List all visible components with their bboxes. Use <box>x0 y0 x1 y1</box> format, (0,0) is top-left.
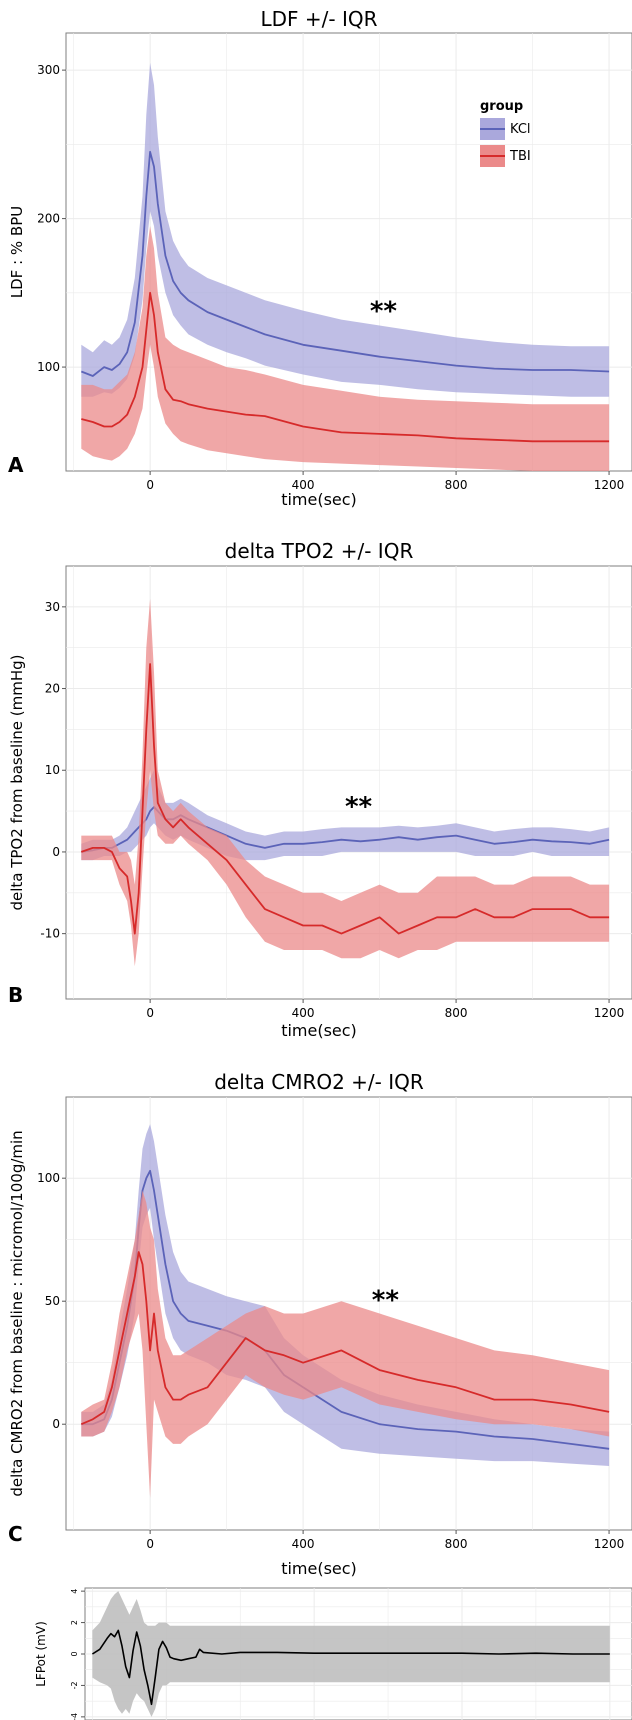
legend: group KCl TBI <box>480 99 531 167</box>
chart-panel-lfpot: -4 -2 0 2 4 LFPot (mV) <box>34 1587 632 1720</box>
series-line-tbi <box>81 291 610 443</box>
significance-annotation: ** <box>372 1285 400 1315</box>
x-tick-label: 1200 <box>594 1006 625 1020</box>
y-tick-label: 4 <box>70 1589 79 1594</box>
iqr-band-lfpot <box>92 1591 610 1717</box>
y-axis-label: LDF : % BPU <box>8 206 26 298</box>
significance-annotation: ** <box>345 792 373 822</box>
y-tick-label: -2 <box>70 1681 79 1689</box>
legend-title: group <box>480 99 523 114</box>
y-tick-label: 0 <box>70 1651 79 1656</box>
x-tick-label: 0 <box>146 1006 154 1020</box>
iqr-band-kcl <box>81 62 610 397</box>
chart-title: delta TPO2 +/- IQR <box>225 539 414 563</box>
y-tick-label: 2 <box>70 1620 79 1625</box>
chart-panel-A: 100 200 300 LDF : % BPU 0 400 800 1200 LDF +/- I… <box>8 7 632 509</box>
x-tick-label: 0 <box>146 1537 154 1551</box>
x-tick-label: 1200 <box>594 1537 625 1551</box>
y-tick-label: -10 <box>40 927 60 941</box>
y-tick-label: 200 <box>37 212 60 226</box>
panel-letter: A <box>8 453 24 477</box>
y-tick-label: -4 <box>70 1713 79 1720</box>
series-line-lfpot <box>91 1629 610 1706</box>
chart-panel-B: -10 0 10 20 30 delta TPO2 from baseline (mmHg… <box>8 539 632 1040</box>
x-tick-label: 400 <box>292 1537 315 1551</box>
y-tick-label: 20 <box>45 682 60 696</box>
chart-panel-C: 0 50 100 delta CMRO2 from baseline : microm… <box>8 1070 632 1578</box>
x-axis-label: time(sec) <box>281 1021 357 1040</box>
panel-letter: C <box>8 1522 23 1546</box>
panel-letter: B <box>8 983 23 1007</box>
chart-title: delta CMRO2 +/- IQR <box>214 1070 424 1094</box>
x-tick-label: 400 <box>292 478 315 492</box>
y-tick-label: 50 <box>45 1294 60 1308</box>
y-axis-label: delta TPO2 from baseline (mmHg) <box>8 654 26 910</box>
y-tick-label: 100 <box>37 1171 60 1185</box>
y-axis-label: LFPot (mV) <box>34 1621 48 1687</box>
series-line-tbi <box>80 1251 610 1426</box>
significance-annotation: ** <box>370 297 398 327</box>
legend-label-tbi: TBI <box>509 149 531 164</box>
x-axis-label: time(sec) <box>281 490 357 509</box>
y-tick-label: 300 <box>37 63 60 77</box>
series-line-kcl <box>81 806 610 853</box>
x-tick-label: 800 <box>445 1006 468 1020</box>
y-tick-label: 100 <box>37 360 60 374</box>
x-tick-label: 1200 <box>594 478 625 492</box>
y-axis-label: delta CMRO2 from baseline : micromol/100… <box>8 1130 26 1496</box>
y-tick-label: 30 <box>45 600 60 614</box>
y-tick-label: 0 <box>52 845 60 859</box>
x-tick-label: 400 <box>292 1006 315 1020</box>
iqr-band-kcl <box>81 1124 610 1466</box>
x-axis-label: time(sec) <box>281 1559 357 1578</box>
x-tick-label: 800 <box>445 478 468 492</box>
series-line-tbi <box>81 663 610 935</box>
y-tick-label: 0 <box>52 1417 60 1431</box>
chart-title: LDF +/- IQR <box>260 7 377 31</box>
x-tick-label: 800 <box>445 1537 468 1551</box>
x-tick-label: 0 <box>146 478 154 492</box>
series-line-kcl <box>80 150 610 377</box>
iqr-band-tbi <box>81 1190 610 1498</box>
legend-label-kcl: KCl <box>510 122 531 137</box>
y-tick-label: 10 <box>45 763 60 777</box>
